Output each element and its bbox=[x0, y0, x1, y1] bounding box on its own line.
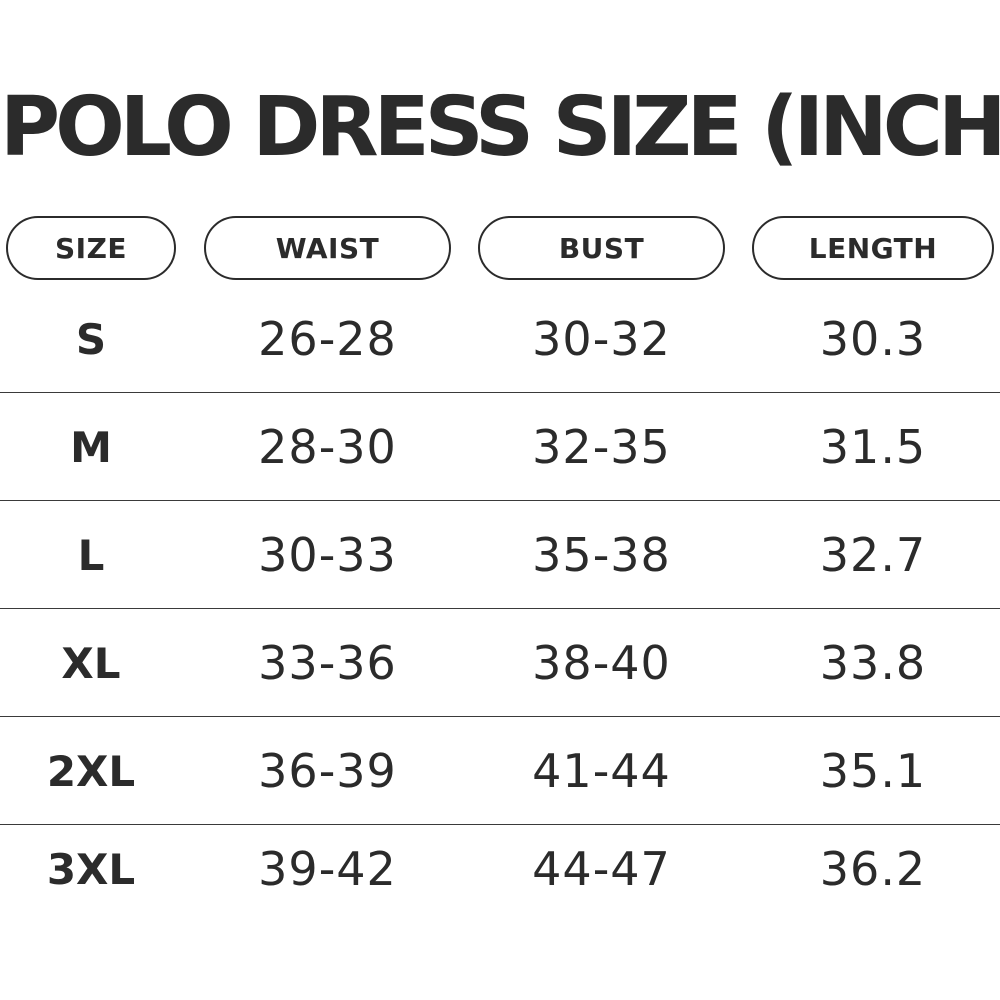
length-cell: 30.3 bbox=[819, 312, 927, 366]
table-row: L 30-33 35-38 32.7 bbox=[0, 501, 1000, 609]
size-cell: M bbox=[70, 422, 112, 472]
header-length: LENGTH bbox=[752, 216, 994, 280]
table-row: S 26-28 30-32 30.3 bbox=[0, 285, 1000, 393]
waist-cell: 30-33 bbox=[258, 528, 397, 582]
bust-cell: 32-35 bbox=[532, 420, 671, 474]
bust-cell: 38-40 bbox=[532, 636, 671, 690]
waist-cell: 33-36 bbox=[258, 636, 397, 690]
length-cell: 32.7 bbox=[819, 528, 927, 582]
table-row: 2XL 36-39 41-44 35.1 bbox=[0, 717, 1000, 825]
length-cell: 33.8 bbox=[819, 636, 927, 690]
row-divider bbox=[0, 716, 1000, 717]
header-waist: WAIST bbox=[204, 216, 451, 280]
waist-cell: 39-42 bbox=[258, 842, 397, 896]
length-cell: 36.2 bbox=[819, 842, 927, 896]
header-bust: BUST bbox=[478, 216, 725, 280]
table-row: XL 33-36 38-40 33.8 bbox=[0, 609, 1000, 717]
waist-cell: 36-39 bbox=[258, 744, 397, 798]
length-cell: 35.1 bbox=[819, 744, 927, 798]
row-divider bbox=[0, 824, 1000, 825]
length-cell: 31.5 bbox=[819, 420, 927, 474]
row-divider bbox=[0, 392, 1000, 393]
table-row: 3XL 39-42 44-47 36.2 bbox=[0, 815, 1000, 923]
waist-cell: 28-30 bbox=[258, 420, 397, 474]
table-row: M 28-30 32-35 31.5 bbox=[0, 393, 1000, 501]
bust-cell: 35-38 bbox=[532, 528, 671, 582]
size-cell: L bbox=[77, 530, 105, 580]
bust-cell: 44-47 bbox=[532, 842, 671, 896]
size-cell: S bbox=[75, 314, 107, 364]
row-divider bbox=[0, 608, 1000, 609]
waist-cell: 26-28 bbox=[258, 312, 397, 366]
page-title: POLO DRESS SIZE (INCH) bbox=[0, 80, 1000, 175]
row-divider bbox=[0, 500, 1000, 501]
size-cell: 2XL bbox=[46, 746, 136, 796]
bust-cell: 41-44 bbox=[532, 744, 671, 798]
size-cell: XL bbox=[61, 638, 121, 688]
header-size: SIZE bbox=[6, 216, 176, 280]
bust-cell: 30-32 bbox=[532, 312, 671, 366]
size-cell: 3XL bbox=[46, 844, 136, 894]
